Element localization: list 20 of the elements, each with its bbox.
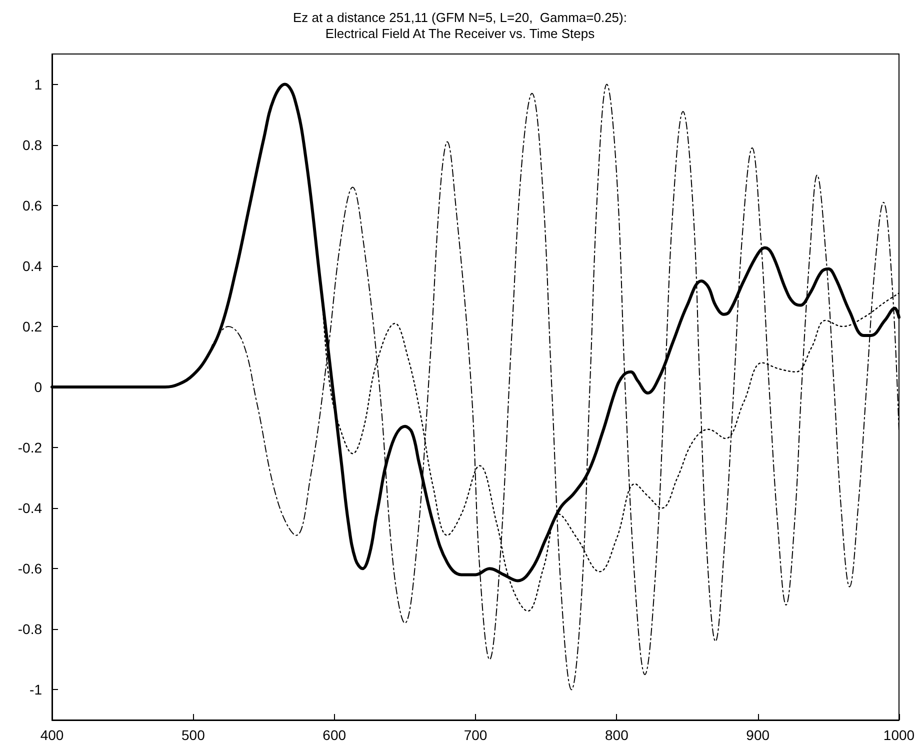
x-tick-label: 700 [464, 727, 488, 743]
x-tick-label: 400 [40, 727, 64, 743]
chart-subtitle: Electrical Field At The Receiver vs. Time Steps [325, 26, 596, 41]
x-tick-label: 500 [181, 727, 206, 743]
x-tick-label: 600 [322, 727, 346, 743]
y-tick-label: 0 [34, 379, 42, 395]
x-tick-label: 900 [746, 727, 770, 743]
y-tick-label: -0.2 [18, 440, 42, 456]
y-tick-label: 0.4 [22, 258, 42, 274]
y-tick-label: -1 [30, 682, 42, 698]
y-tick-label: -0.8 [18, 621, 42, 638]
y-tick-label: 1 [34, 76, 42, 92]
x-tick-label: 1000 [883, 727, 915, 743]
x-tick-label: 800 [604, 727, 629, 743]
y-tick-label: 0.2 [22, 318, 42, 334]
y-tick-label: 0.8 [22, 136, 42, 153]
y-tick-label: -0.4 [18, 500, 42, 516]
y-tick-label: 0.6 [22, 197, 42, 214]
y-tick-label: -0.6 [18, 560, 42, 577]
chart-title: Ez at a distance 251,11 (GFM N=5, L=20, Gamma=0.25): [293, 10, 627, 25]
